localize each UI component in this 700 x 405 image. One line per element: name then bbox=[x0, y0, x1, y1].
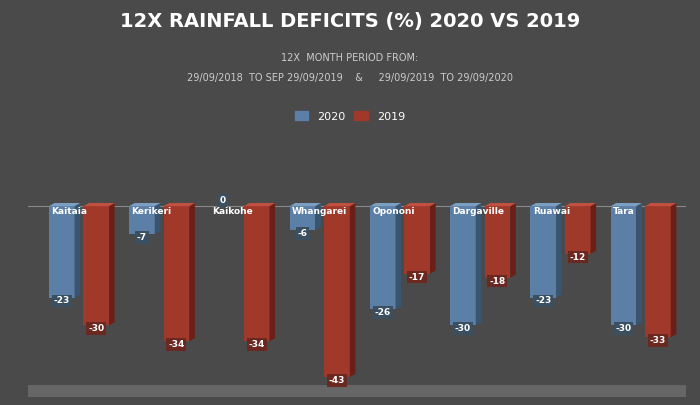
Polygon shape bbox=[405, 203, 435, 206]
Text: -18: -18 bbox=[489, 277, 505, 286]
Text: -17: -17 bbox=[409, 273, 426, 281]
Polygon shape bbox=[531, 206, 556, 298]
Polygon shape bbox=[74, 203, 81, 298]
Polygon shape bbox=[565, 206, 591, 254]
Polygon shape bbox=[290, 206, 315, 230]
Text: -6: -6 bbox=[298, 229, 307, 238]
Polygon shape bbox=[610, 203, 642, 206]
Legend: 2020, 2019: 2020, 2019 bbox=[290, 107, 410, 126]
Polygon shape bbox=[315, 203, 321, 230]
Polygon shape bbox=[244, 206, 270, 341]
Polygon shape bbox=[395, 203, 401, 309]
Text: Kaitaia: Kaitaia bbox=[51, 207, 88, 216]
Polygon shape bbox=[645, 203, 676, 206]
Polygon shape bbox=[645, 206, 671, 337]
Text: Kerikeri: Kerikeri bbox=[132, 207, 172, 216]
Text: -12: -12 bbox=[570, 253, 586, 262]
Polygon shape bbox=[671, 203, 676, 337]
Text: -30: -30 bbox=[88, 324, 104, 333]
Polygon shape bbox=[450, 203, 482, 206]
Polygon shape bbox=[484, 203, 516, 206]
Polygon shape bbox=[244, 203, 275, 206]
Text: -7: -7 bbox=[137, 233, 147, 242]
Polygon shape bbox=[164, 206, 189, 341]
Polygon shape bbox=[290, 203, 321, 206]
Polygon shape bbox=[324, 203, 356, 206]
Text: -43: -43 bbox=[329, 376, 345, 385]
Polygon shape bbox=[49, 206, 74, 298]
Polygon shape bbox=[430, 203, 435, 274]
Polygon shape bbox=[155, 203, 160, 234]
Polygon shape bbox=[189, 203, 195, 341]
Text: -26: -26 bbox=[374, 308, 391, 317]
Text: 29/09/2018  TO SEP 29/09/2019    &     29/09/2019  TO 29/09/2020: 29/09/2018 TO SEP 29/09/2019 & 29/09/201… bbox=[187, 73, 513, 83]
Polygon shape bbox=[83, 203, 115, 206]
Text: Dargaville: Dargaville bbox=[452, 207, 505, 216]
Text: 12X  MONTH PERIOD FROM:: 12X MONTH PERIOD FROM: bbox=[281, 53, 419, 63]
Polygon shape bbox=[476, 203, 482, 325]
Polygon shape bbox=[83, 206, 109, 325]
Polygon shape bbox=[109, 203, 115, 325]
Text: 12X RAINFALL DEFICITS (%) 2020 VS 2019: 12X RAINFALL DEFICITS (%) 2020 VS 2019 bbox=[120, 12, 580, 31]
Polygon shape bbox=[129, 203, 160, 206]
Text: -34: -34 bbox=[248, 340, 265, 349]
Polygon shape bbox=[450, 206, 476, 325]
Text: -23: -23 bbox=[535, 296, 552, 305]
Text: Tara: Tara bbox=[613, 207, 635, 216]
Polygon shape bbox=[324, 206, 350, 377]
Polygon shape bbox=[531, 203, 561, 206]
Polygon shape bbox=[565, 203, 596, 206]
Polygon shape bbox=[164, 203, 195, 206]
Text: -34: -34 bbox=[168, 340, 185, 349]
Text: Kaikohe: Kaikohe bbox=[212, 207, 253, 216]
Text: 0: 0 bbox=[219, 196, 225, 205]
Text: Opononi: Opononi bbox=[372, 207, 414, 216]
Polygon shape bbox=[556, 203, 561, 298]
Polygon shape bbox=[610, 206, 636, 325]
Polygon shape bbox=[350, 203, 356, 377]
Polygon shape bbox=[510, 203, 516, 278]
Polygon shape bbox=[636, 203, 642, 325]
Text: -30: -30 bbox=[615, 324, 631, 333]
Text: Whangarei: Whangarei bbox=[292, 207, 347, 216]
Polygon shape bbox=[370, 206, 395, 309]
Polygon shape bbox=[484, 206, 510, 278]
Text: Ruawai: Ruawai bbox=[533, 207, 570, 216]
Polygon shape bbox=[591, 203, 596, 254]
Text: -33: -33 bbox=[650, 336, 666, 345]
Polygon shape bbox=[129, 206, 155, 234]
Text: -23: -23 bbox=[54, 296, 70, 305]
Text: -30: -30 bbox=[455, 324, 471, 333]
Polygon shape bbox=[49, 203, 80, 206]
Polygon shape bbox=[270, 203, 275, 341]
Polygon shape bbox=[370, 203, 401, 206]
Polygon shape bbox=[405, 206, 430, 274]
